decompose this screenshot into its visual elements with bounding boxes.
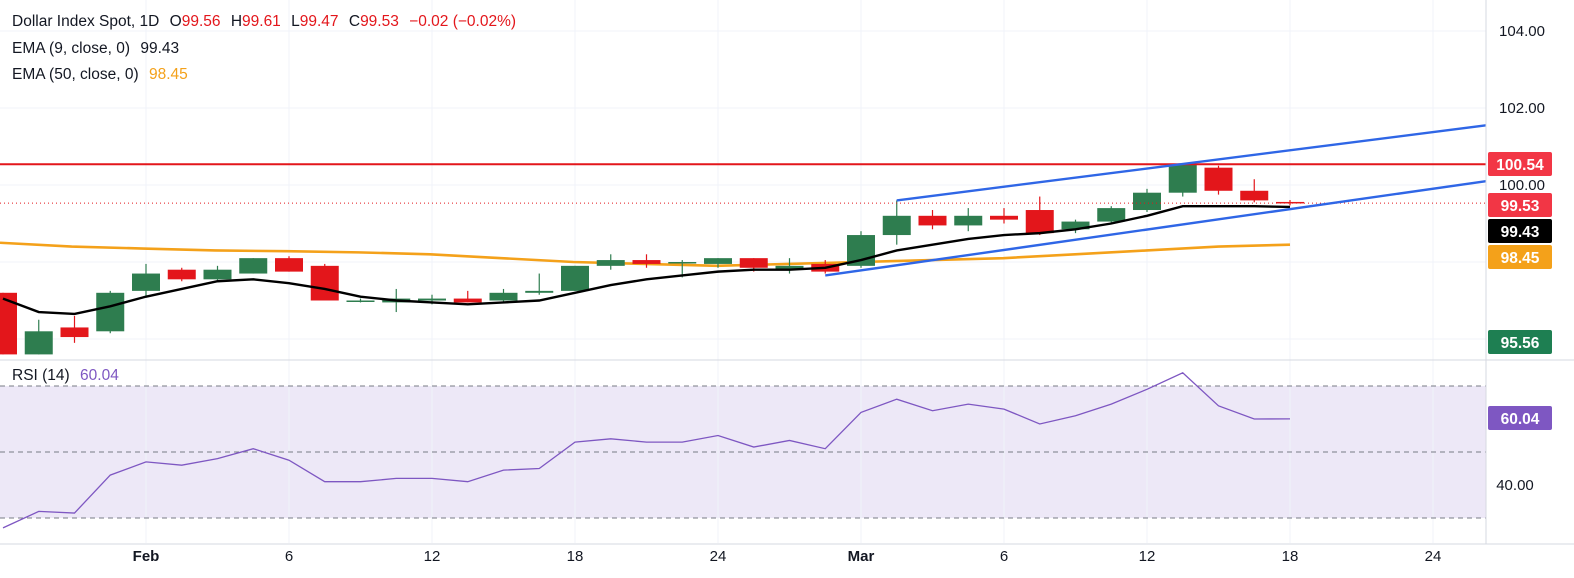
candle-body: [24, 331, 53, 355]
time-tick-label: 18: [567, 548, 584, 565]
ema50-legend: EMA (50, close, 0) 98.45: [12, 65, 188, 85]
candle-body: [167, 269, 196, 280]
price-badge-label: 99.53: [1501, 198, 1540, 215]
price-badge: [1488, 152, 1552, 176]
candle-body: [60, 327, 89, 338]
rsi-tick-label: 40.00: [1496, 477, 1534, 494]
ema50-value: 98.45: [148, 66, 188, 83]
channel-upper-line: [896, 124, 1487, 202]
close-value: 99.53: [360, 13, 399, 30]
price-tick-label: 102.00: [1499, 100, 1545, 117]
ema9-line: [2, 204, 1291, 316]
rsi-badge-label: 60.04: [1501, 411, 1540, 428]
ema50-label: EMA (50, close, 0): [12, 66, 139, 83]
time-tick-label: 12: [424, 548, 441, 565]
candle-body: [882, 215, 911, 236]
low-value: 99.47: [299, 13, 339, 30]
time-tick-label: 6: [285, 548, 293, 565]
candle-body: [739, 258, 768, 268]
ema9-legend: EMA (9, close, 0) 99.43: [12, 39, 179, 59]
rsi-legend: RSI (14) 60.04: [12, 366, 119, 386]
candles: [0, 163, 1304, 355]
ema9-polyline: [2, 204, 1291, 316]
candle-body: [918, 215, 947, 226]
candle-body: [561, 265, 589, 291]
candle-body: [1025, 210, 1054, 234]
symbol-title: Dollar Index Spot, 1D: [12, 13, 160, 30]
price-tick-label: 104.00: [1499, 23, 1545, 40]
candle-body: [346, 300, 375, 302]
price-badge: [1488, 330, 1552, 354]
open-label: O: [169, 13, 182, 30]
close-label: C: [348, 13, 361, 30]
candle-body: [990, 215, 1018, 220]
price-badge: [1488, 245, 1552, 269]
rsi-line: [2, 372, 1291, 529]
trendlines: [0, 124, 1487, 277]
time-tick-label: Feb: [133, 548, 160, 565]
candle-body: [275, 258, 303, 272]
price-badge: [1488, 219, 1552, 243]
candle-body: [1168, 163, 1197, 193]
time-tick-label: 18: [1282, 548, 1299, 565]
candle-body: [596, 260, 625, 266]
change-value: −0.02 (−0.02%): [409, 13, 517, 30]
candle-body: [453, 298, 482, 303]
axes: 104.00102.00100.0096.0040.00Feb6121824Ma…: [0, 0, 1574, 565]
candle-body: [1097, 208, 1126, 222]
ema9-label: EMA (9, close, 0): [12, 40, 131, 57]
candle-body: [203, 269, 232, 280]
ema9-value: 99.43: [140, 40, 180, 57]
low-label: L: [291, 13, 300, 30]
candle-body: [96, 292, 125, 332]
time-tick-label: Mar: [848, 548, 875, 565]
candle-body: [239, 258, 268, 274]
candle-body: [489, 292, 518, 301]
candle-body: [1133, 192, 1161, 211]
price-badge: [1488, 193, 1552, 217]
candle-body: [704, 258, 732, 264]
ohlc-legend: Dollar Index Spot, 1D O99.56 H99.61 L99.…: [12, 12, 516, 32]
price-badges: 100.54 99.53 99.43 98.45 95.56 60.04: [1488, 152, 1552, 430]
high-label: H: [230, 13, 243, 30]
candle-body: [1276, 201, 1304, 204]
price-tick-label: 100.00: [1499, 177, 1545, 194]
candle-body: [525, 290, 554, 293]
high-value: 99.61: [242, 13, 281, 30]
candle-body: [668, 262, 697, 264]
rsi-pane: [0, 372, 1486, 529]
rsi-label: RSI (14): [12, 367, 70, 384]
candle-body: [632, 260, 661, 264]
price-badge-label: 99.43: [1501, 224, 1540, 241]
time-tick-label: 6: [1000, 548, 1008, 565]
candle-body: [132, 273, 160, 291]
channel-lower-line: [825, 179, 1487, 277]
time-tick-label: 24: [710, 548, 727, 565]
time-tick-label: 12: [1139, 548, 1156, 565]
candle-body: [418, 298, 446, 301]
price-badge-label: 95.56: [1501, 335, 1540, 352]
candle-body: [954, 215, 983, 226]
candle-body: [1204, 167, 1233, 191]
rsi-badge: [1488, 406, 1552, 430]
price-badge-label: 100.54: [1496, 157, 1544, 174]
candle-body: [1240, 190, 1269, 201]
candle-body: [775, 265, 804, 270]
price-badge-label: 98.45: [1501, 250, 1540, 267]
candle-body: [0, 292, 17, 355]
rsi-value: 60.04: [80, 367, 119, 384]
time-tick-label: 24: [1425, 548, 1442, 565]
candle-body: [1061, 221, 1090, 230]
open-value: 99.56: [181, 13, 221, 30]
candle-body: [310, 265, 339, 301]
